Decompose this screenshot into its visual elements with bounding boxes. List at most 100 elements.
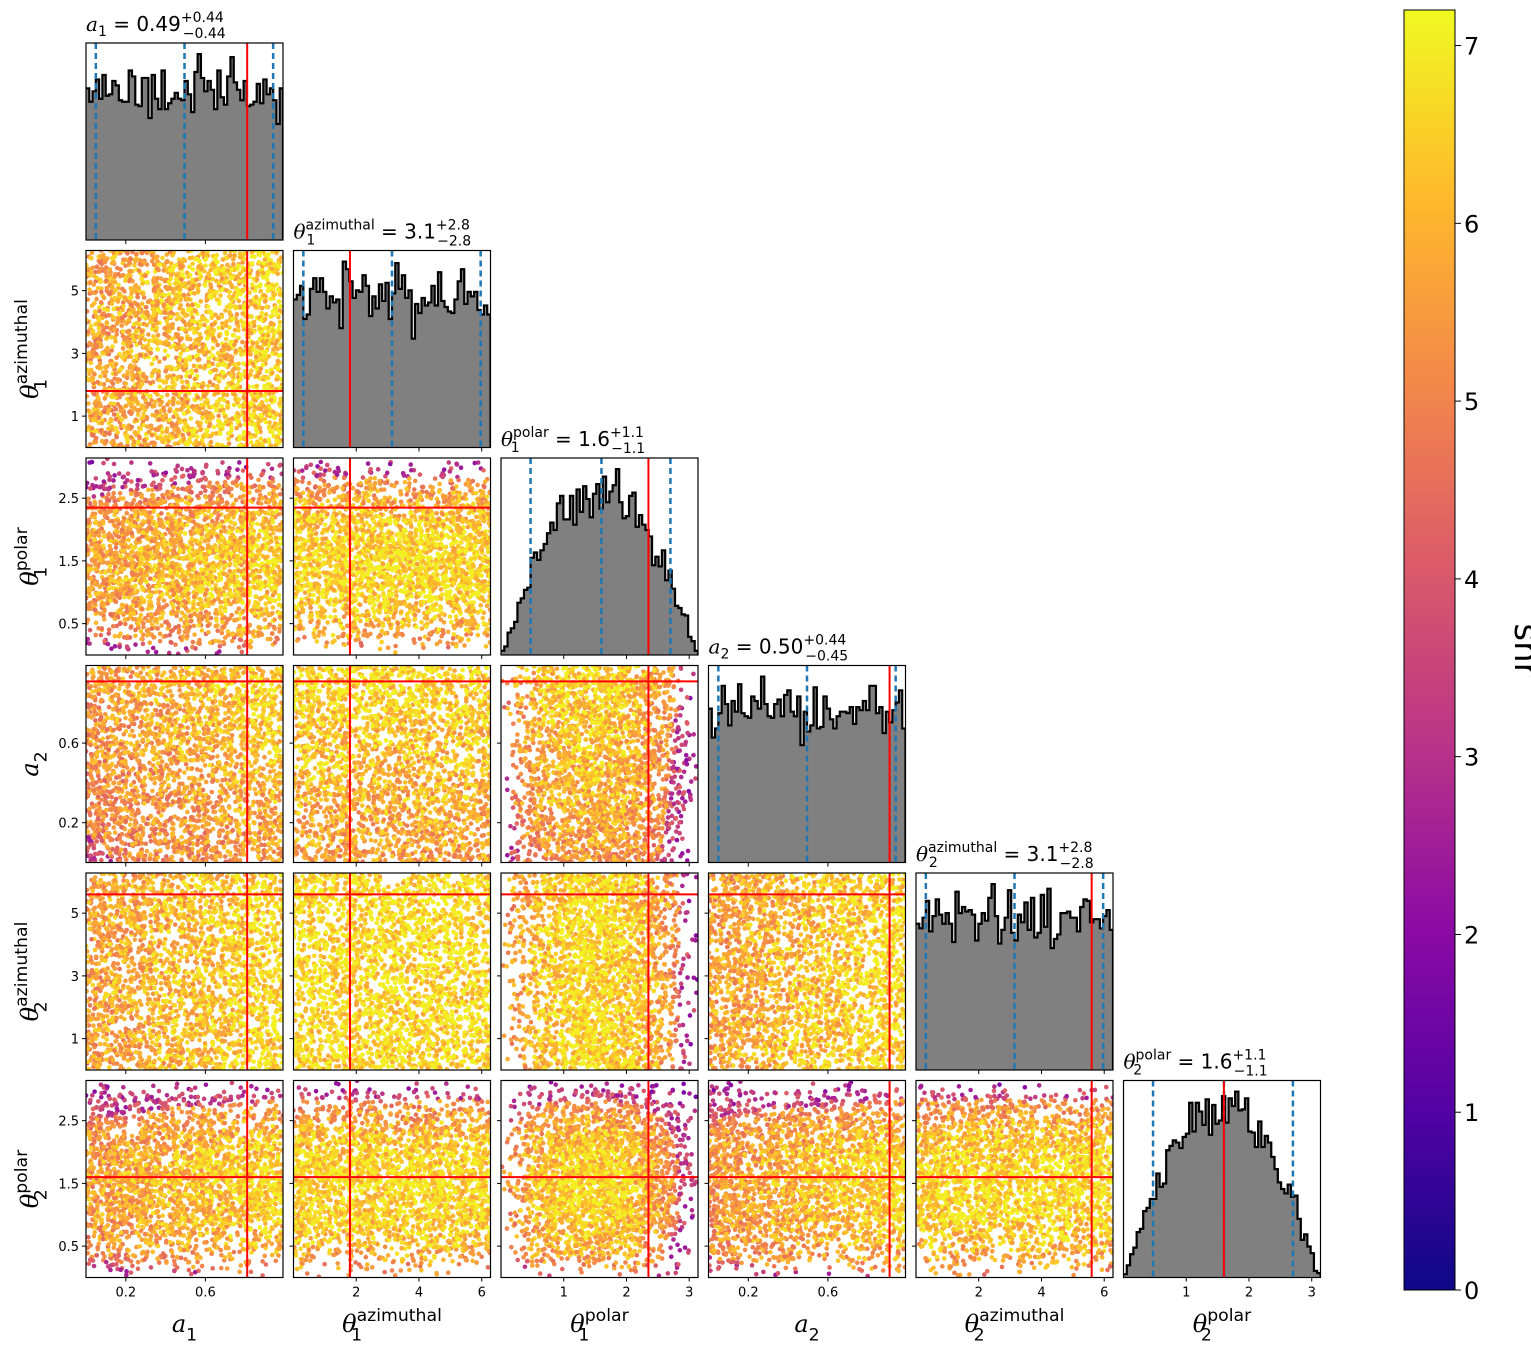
scatter-point bbox=[227, 561, 233, 567]
scatter-point bbox=[192, 538, 198, 543]
scatter-point bbox=[272, 263, 278, 269]
scatter-point bbox=[117, 351, 122, 357]
scatter-point bbox=[177, 315, 183, 321]
scatter-point bbox=[138, 628, 144, 634]
scatter-point bbox=[168, 568, 173, 574]
scatter-point bbox=[86, 604, 91, 610]
scatter-point bbox=[255, 521, 260, 527]
scatter-point bbox=[189, 368, 194, 373]
scatter-point bbox=[101, 617, 107, 622]
scatter-point bbox=[151, 262, 157, 268]
scatter-point bbox=[109, 440, 114, 445]
scatter-point bbox=[169, 325, 175, 331]
scatter-point bbox=[104, 549, 109, 555]
scatter-point bbox=[239, 649, 245, 655]
scatter-point bbox=[125, 349, 130, 355]
scatter-point bbox=[236, 437, 242, 442]
scatter-point bbox=[139, 494, 145, 500]
scatter-point bbox=[265, 461, 271, 467]
scatter-point bbox=[186, 274, 191, 280]
scatter-point bbox=[217, 431, 223, 437]
scatter-point bbox=[123, 353, 128, 359]
scatter-point bbox=[240, 626, 246, 632]
scatter-point bbox=[148, 550, 153, 556]
scatter-point bbox=[255, 270, 261, 275]
scatter-point bbox=[124, 635, 130, 641]
scatter-point bbox=[187, 354, 192, 360]
scatter-point bbox=[194, 607, 199, 613]
scatter-point bbox=[181, 411, 187, 416]
scatter-point bbox=[188, 345, 194, 351]
scatter-point bbox=[177, 420, 183, 425]
scatter-point bbox=[197, 547, 202, 553]
scatter-point bbox=[238, 569, 244, 574]
scatter-point bbox=[215, 442, 221, 448]
scatter-point bbox=[174, 299, 180, 305]
scatter-point bbox=[216, 539, 222, 544]
scatter-point bbox=[127, 611, 133, 616]
scatter-point bbox=[233, 348, 239, 354]
scatter-point bbox=[143, 497, 148, 503]
scatter-point bbox=[141, 411, 146, 417]
scatter-point bbox=[280, 270, 283, 276]
scatter-point bbox=[252, 610, 257, 616]
scatter-point bbox=[197, 560, 203, 566]
scatter-point bbox=[137, 257, 143, 263]
scatter-point bbox=[270, 336, 276, 342]
scatter-point bbox=[279, 511, 283, 517]
scatter-point bbox=[264, 304, 269, 310]
scatter-point bbox=[106, 631, 112, 636]
scatter-point bbox=[140, 404, 146, 409]
scatter-point bbox=[134, 251, 139, 257]
scatter-point bbox=[220, 287, 225, 292]
scatter-point bbox=[120, 444, 126, 448]
scatter-point bbox=[208, 332, 214, 337]
scatter-point bbox=[222, 250, 228, 256]
scatter-point bbox=[121, 257, 126, 262]
scatter-point bbox=[233, 593, 238, 598]
scatter-point bbox=[257, 528, 263, 534]
scatter-point bbox=[228, 250, 234, 254]
scatter-point bbox=[239, 494, 245, 500]
scatter-point bbox=[236, 263, 241, 269]
scatter-point bbox=[181, 256, 186, 262]
scatter-point bbox=[112, 295, 118, 301]
scatter-point bbox=[164, 286, 170, 292]
scatter-point bbox=[229, 638, 235, 644]
scatter-point bbox=[115, 430, 120, 435]
scatter-point bbox=[227, 312, 233, 317]
scatter-point bbox=[98, 266, 104, 271]
scatter-point bbox=[112, 335, 118, 340]
scatter-point bbox=[272, 590, 278, 595]
scatter-point bbox=[220, 267, 226, 273]
scatter-point bbox=[90, 265, 96, 271]
scatter-point bbox=[218, 272, 223, 277]
scatter-point bbox=[127, 268, 133, 274]
scatter-point bbox=[198, 364, 203, 370]
scatter-point bbox=[105, 349, 110, 354]
scatter-point bbox=[221, 344, 226, 349]
scatter-point bbox=[88, 367, 94, 373]
scatter-point bbox=[141, 373, 146, 379]
scatter-point bbox=[151, 368, 157, 373]
scatter-point bbox=[276, 593, 282, 598]
scatter-point bbox=[139, 262, 144, 268]
scatter-point bbox=[191, 363, 197, 369]
scatter-point bbox=[210, 431, 216, 437]
scatter-point bbox=[118, 542, 124, 547]
scatter-point bbox=[175, 486, 181, 492]
scatter-point bbox=[110, 573, 115, 579]
scatter-point bbox=[268, 257, 274, 263]
scatter-point bbox=[163, 470, 169, 476]
scatter-point bbox=[143, 304, 149, 310]
scatter-point bbox=[102, 365, 108, 370]
scatter-point bbox=[108, 533, 114, 539]
scatter-point bbox=[241, 430, 247, 435]
scatter-point bbox=[108, 577, 113, 582]
scatter-point bbox=[209, 404, 215, 409]
scatter-point bbox=[223, 602, 229, 607]
scatter-point bbox=[257, 336, 263, 342]
scatter-point bbox=[260, 270, 266, 276]
scatter-point bbox=[228, 372, 234, 378]
scatter-point bbox=[248, 475, 254, 480]
